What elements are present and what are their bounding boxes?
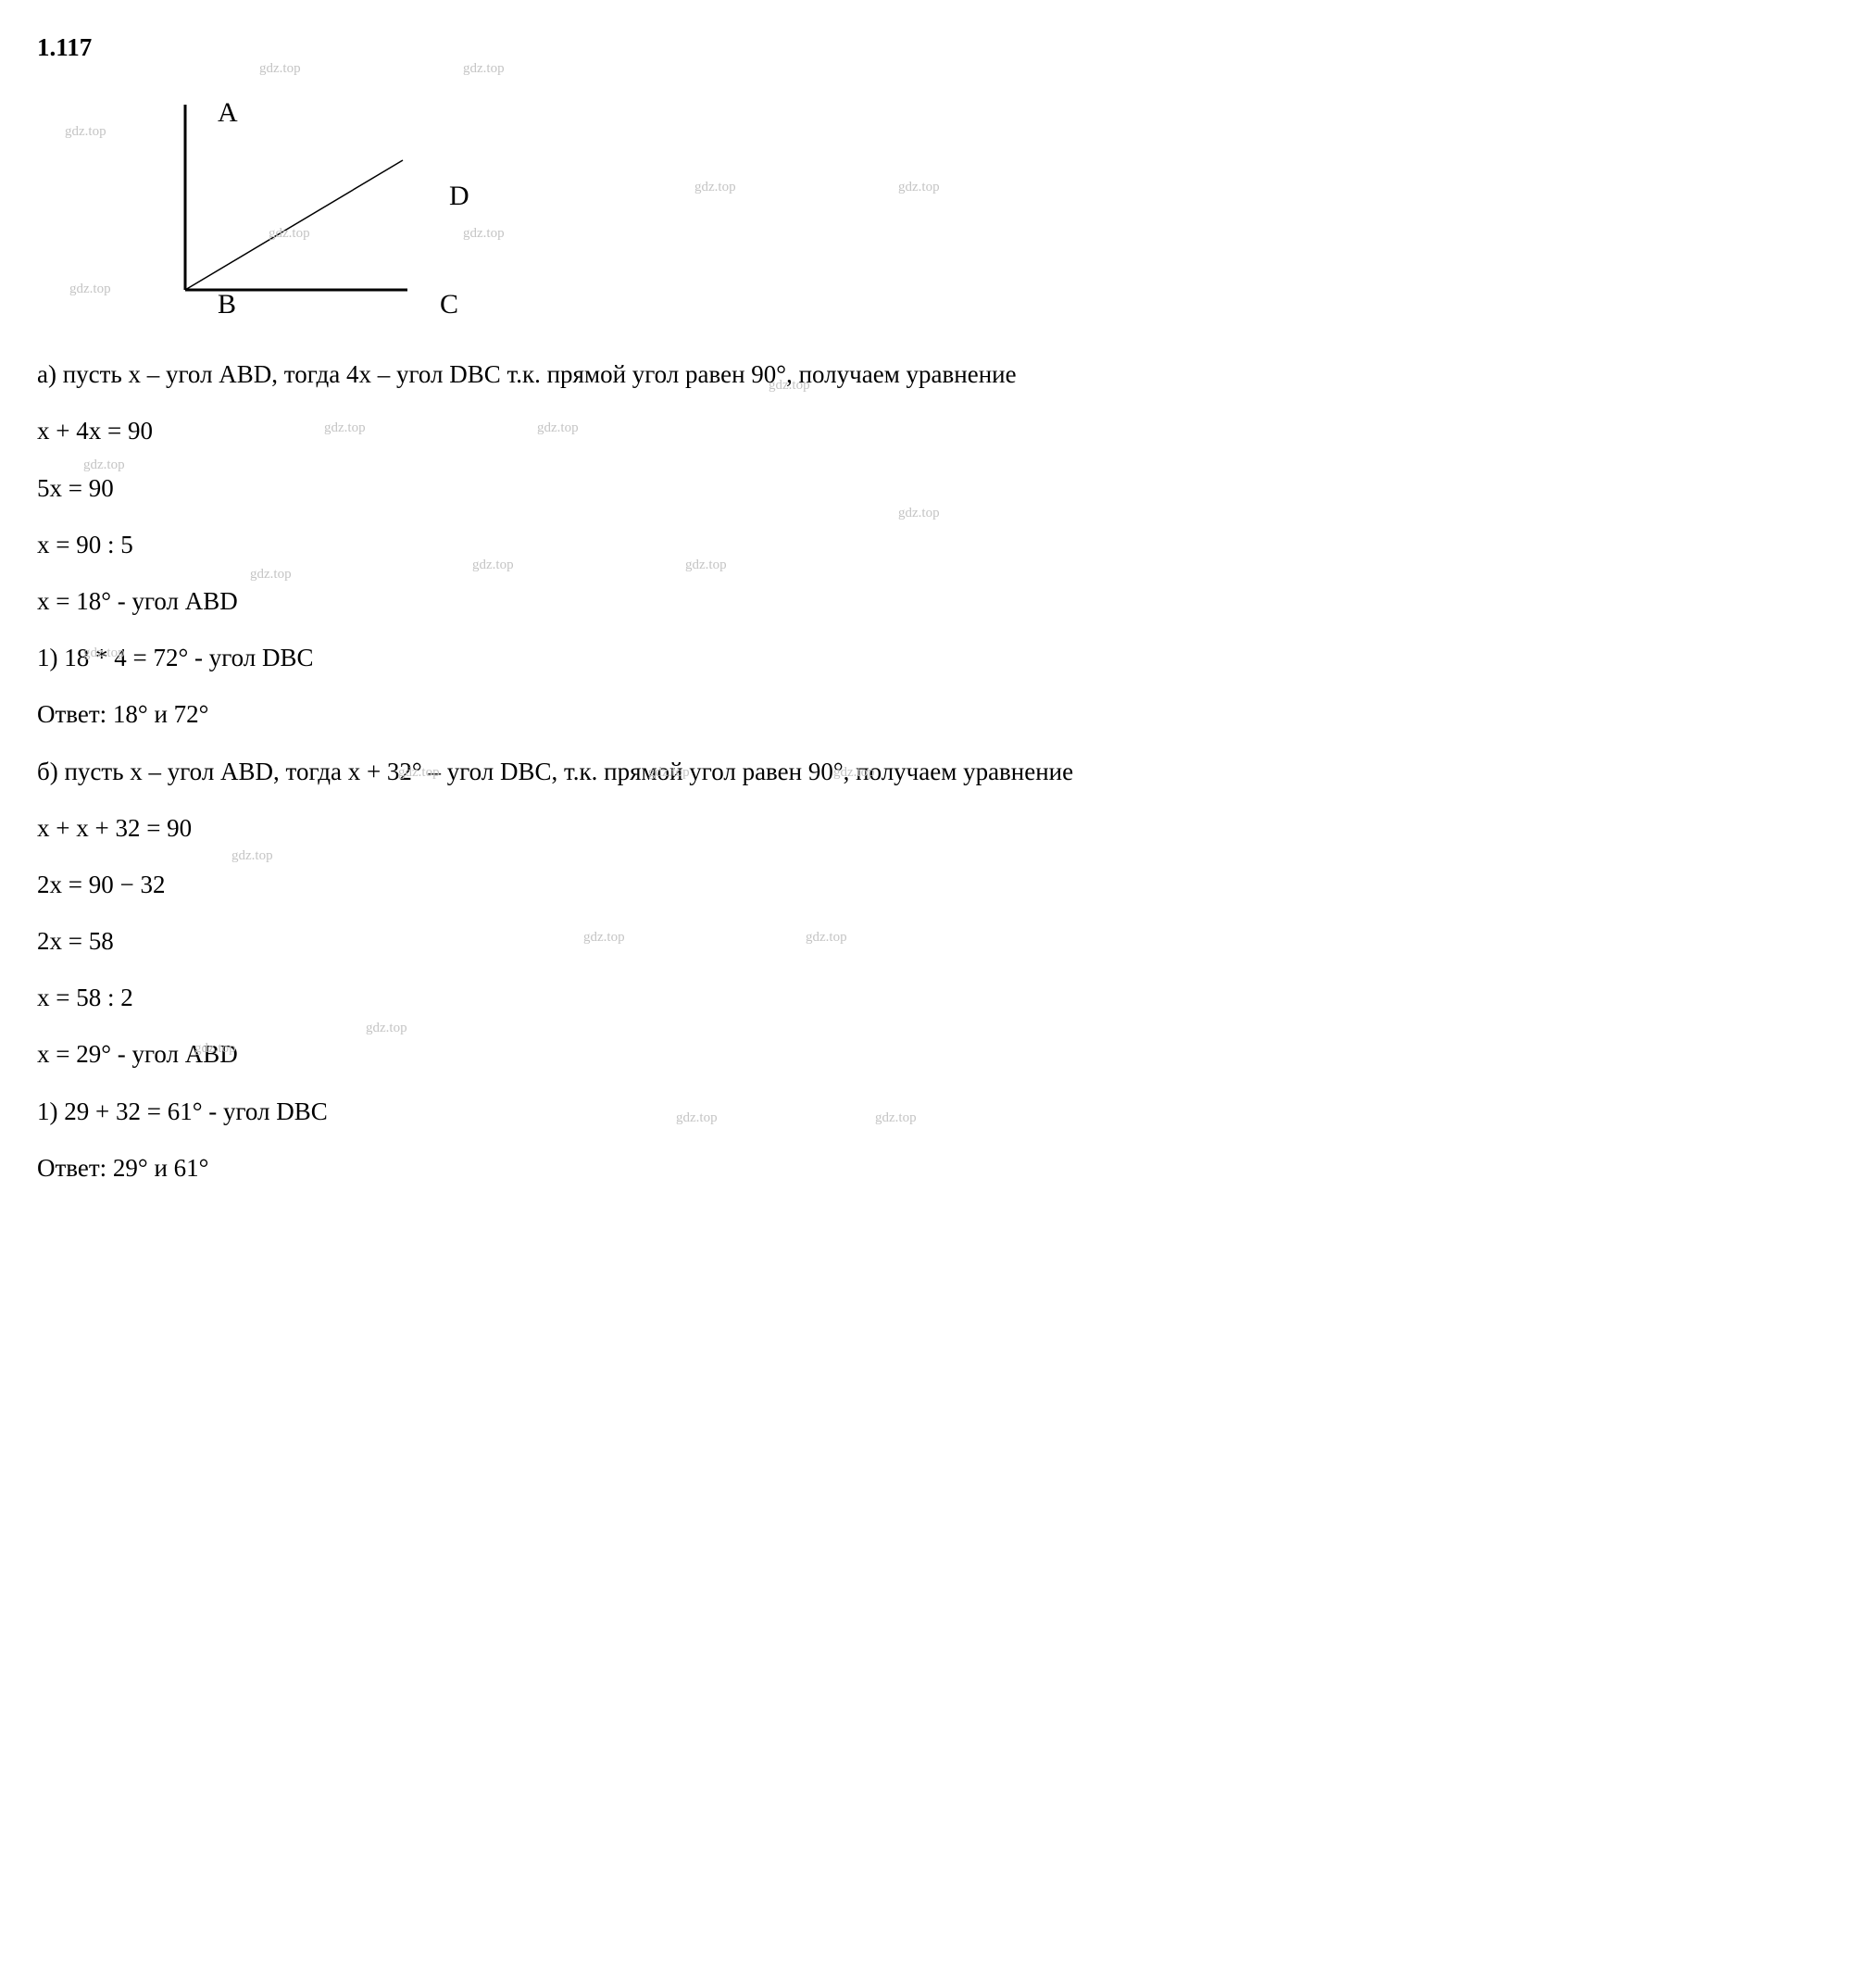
watermark-text: gdz.top (65, 120, 106, 143)
line-diagonal (185, 160, 403, 290)
part-a-answer: Ответ: 18° и 72° (37, 695, 1839, 734)
part-a-step1: 1) 18 * 4 = 72° - угол DBC (37, 638, 1839, 678)
label-b: B (218, 282, 236, 327)
part-b-intro: б) пусть x – угол ABD, тогда x + 32° – у… (37, 752, 1839, 792)
part-b-eq5: x = 29° - угол ABD (37, 1034, 1839, 1074)
part-b-answer: Ответ: 29° и 61° (37, 1148, 1839, 1188)
diagram-svg (130, 86, 500, 308)
watermark-text: gdz.top (898, 176, 940, 198)
part-b-eq1: x + x + 32 = 90 (37, 809, 1839, 848)
angle-diagram: A B C D (130, 86, 593, 327)
label-c: C (440, 282, 458, 327)
part-b-eq3: 2x = 58 (37, 922, 1839, 961)
watermark-text: gdz.top (694, 176, 736, 198)
part-b-step1: 1) 29 + 32 = 61° - угол DBC (37, 1092, 1839, 1132)
part-a-eq3: x = 90 : 5 (37, 525, 1839, 565)
label-d: D (449, 174, 469, 219)
part-a-eq2: 5x = 90 (37, 469, 1839, 508)
label-a: A (218, 91, 238, 135)
part-a-intro: а) пусть x – угол ABD, тогда 4x – угол D… (37, 355, 1839, 395)
part-a-eq4: x = 18° - угол ABD (37, 582, 1839, 621)
part-b-eq4: x = 58 : 2 (37, 978, 1839, 1018)
watermark-text: gdz.top (69, 278, 111, 300)
part-b-eq2: 2x = 90 − 32 (37, 865, 1839, 905)
part-a-eq1: x + 4x = 90 (37, 411, 1839, 451)
problem-number: 1.117 (37, 28, 1839, 68)
